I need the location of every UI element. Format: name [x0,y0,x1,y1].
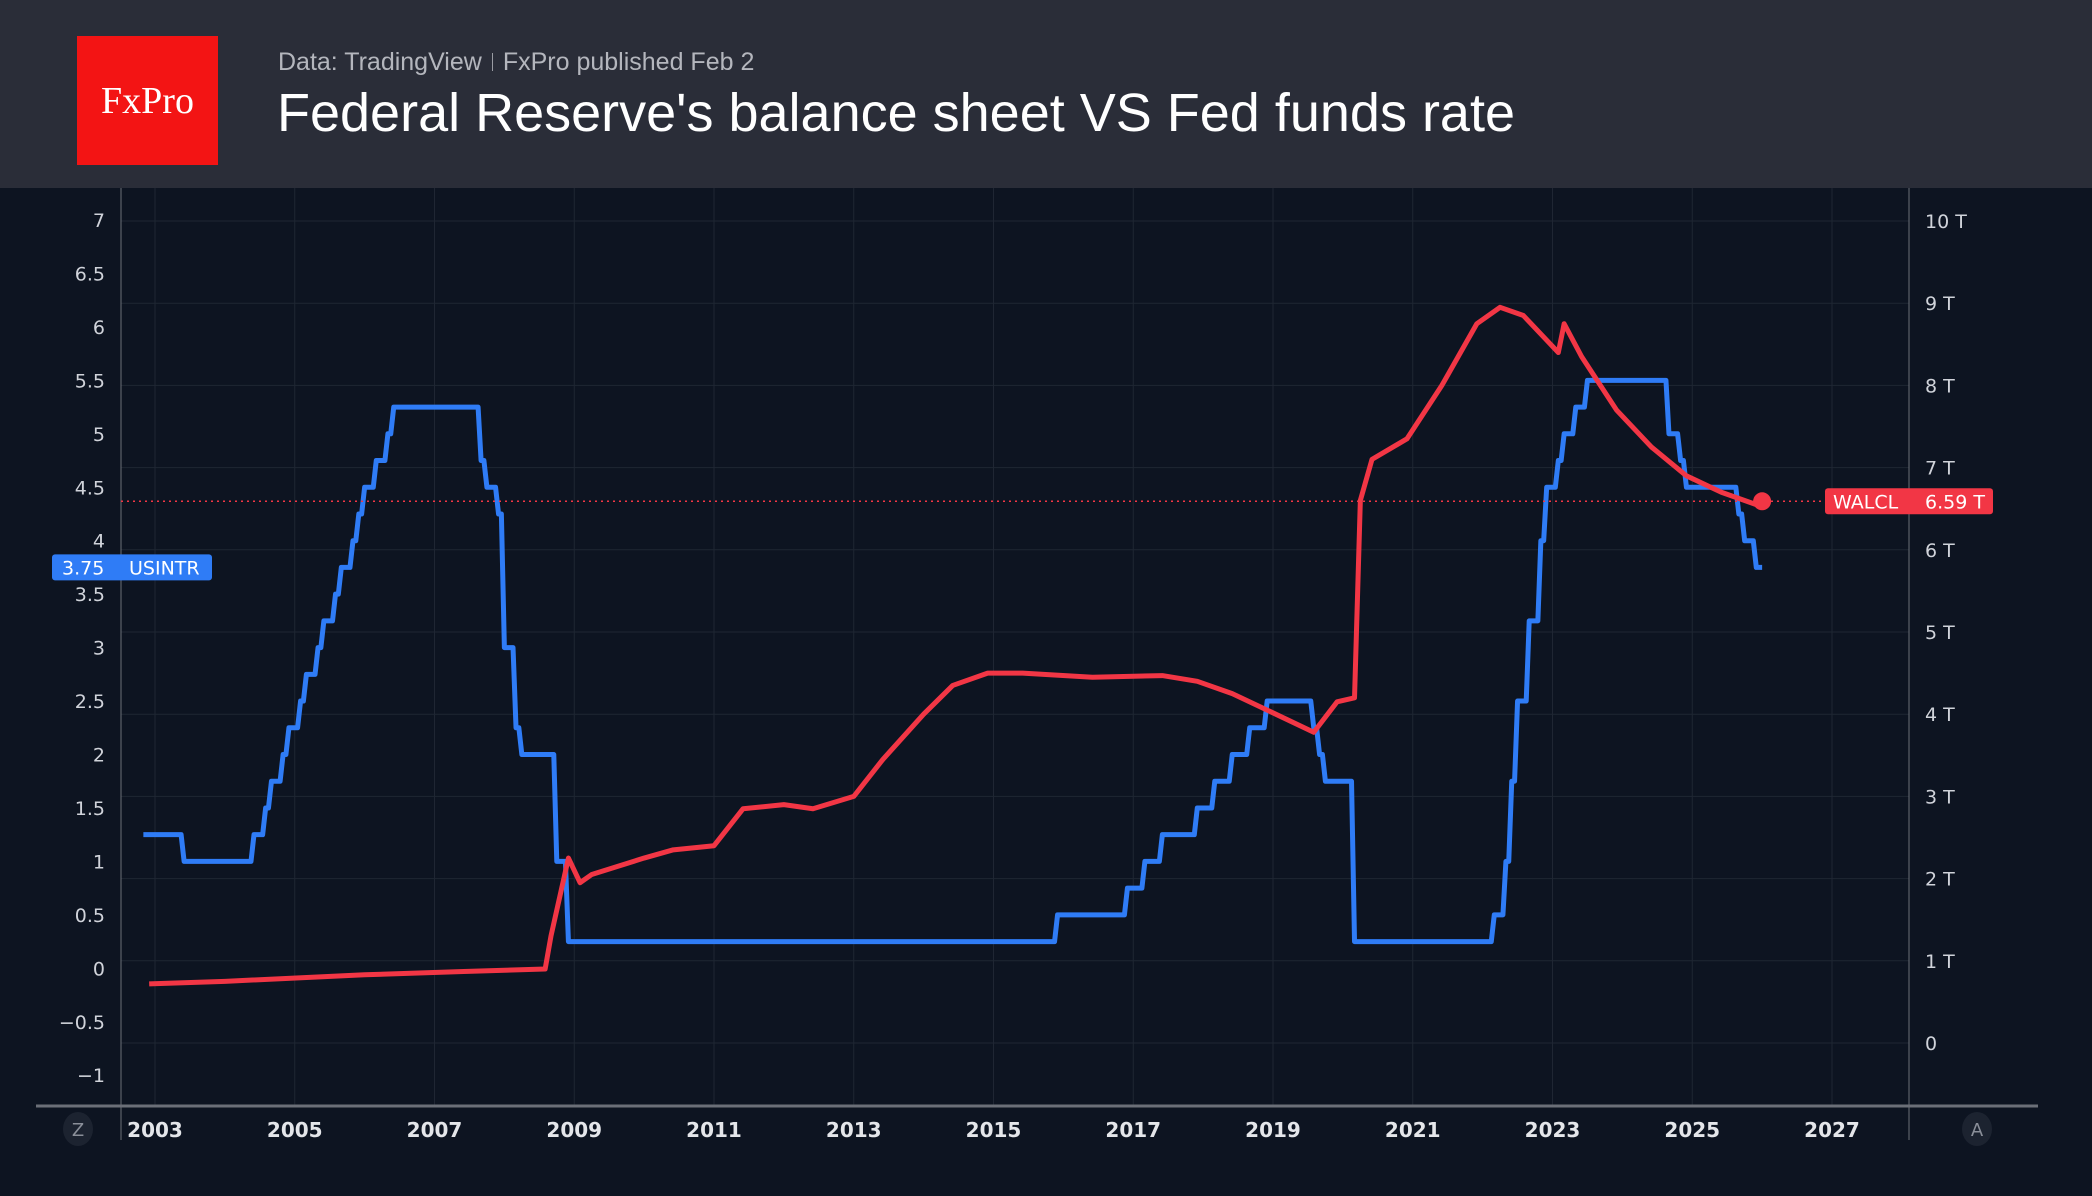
data-source: Data: TradingView [278,48,482,76]
publisher: FxPro published Feb 2 [502,48,755,76]
left-tick-label: 3 [93,638,105,660]
scale-button-left [63,1112,93,1146]
usintr-label-badge [52,554,212,581]
left-tick-label: 6 [93,317,105,339]
right-tick-label: 7 T [1925,458,1955,480]
right-tick-label: 1 T [1925,951,1955,973]
usintr-series-name: USINTR [129,557,200,579]
header: FxPro Data: TradingView FxPro published F… [0,0,2092,188]
left-tick-label: 2.5 [75,691,105,713]
left-tick-label: −1 [77,1065,105,1087]
series-line-usintr [143,377,1763,945]
left-tick-label: 3.5 [75,584,105,606]
left-tick-label: 0 [93,958,105,980]
right-tick-label: 9 T [1925,293,1955,315]
x-tick-label: 2003 [127,1118,183,1142]
subtitle: Data: TradingView FxPro published Feb 2 [278,48,754,77]
separator [491,53,493,71]
x-tick-label: 2023 [1525,1118,1581,1142]
left-tick-label: 0.5 [75,905,105,927]
left-tick-label: −0.5 [59,1012,105,1034]
scale-button-left-label[interactable]: Z [72,1120,84,1141]
left-tick-label: 4.5 [75,477,105,499]
walcl-label-badge [1825,488,1993,515]
x-tick-label: 2025 [1664,1118,1720,1142]
scale-button-right [1962,1112,1992,1146]
left-tick-label: 7 [93,210,105,232]
x-tick-label: 2027 [1804,1118,1860,1142]
scale-button-right-label[interactable]: A [1971,1120,1984,1141]
right-tick-label: 3 T [1925,786,1955,808]
x-tick-label: 2005 [267,1118,323,1142]
x-tick-label: 2011 [686,1118,742,1142]
left-tick-label: 5 [93,424,105,446]
x-tick-label: 2017 [1105,1118,1161,1142]
left-tick-label: 6.5 [75,263,105,285]
left-tick-label: 4 [93,531,105,553]
walcl-last-value: 6.59 T [1925,491,1985,513]
x-tick-label: 2021 [1385,1118,1441,1142]
chart-title: Federal Reserve's balance sheet VS Fed f… [277,83,1515,143]
walcl-last-point [1753,492,1772,511]
fxpro-logo: FxPro [77,36,218,165]
right-tick-label: 5 T [1925,622,1955,644]
walcl-series-name: WALCL [1833,491,1899,513]
logo-text: FxPro [101,79,194,122]
left-tick-label: 1 [93,851,105,873]
x-tick-label: 2009 [546,1118,602,1142]
usintr-last-value: 3.75 [62,557,104,579]
right-tick-label: 10 T [1925,211,1967,233]
left-tick-label: 2 [93,745,105,767]
right-tick-label: 0 [1925,1033,1937,1055]
series-line-walcl [149,304,1764,987]
left-tick-label: 5.5 [75,370,105,392]
right-tick-label: 4 T [1925,704,1955,726]
x-tick-label: 2019 [1245,1118,1301,1142]
left-tick-label: 1.5 [75,798,105,820]
right-tick-label: 6 T [1925,540,1955,562]
x-tick-label: 2007 [407,1118,463,1142]
right-tick-label: 8 T [1925,375,1955,397]
x-tick-label: 2015 [966,1118,1022,1142]
right-tick-label: 2 T [1925,869,1955,891]
x-tick-label: 2013 [826,1118,882,1142]
